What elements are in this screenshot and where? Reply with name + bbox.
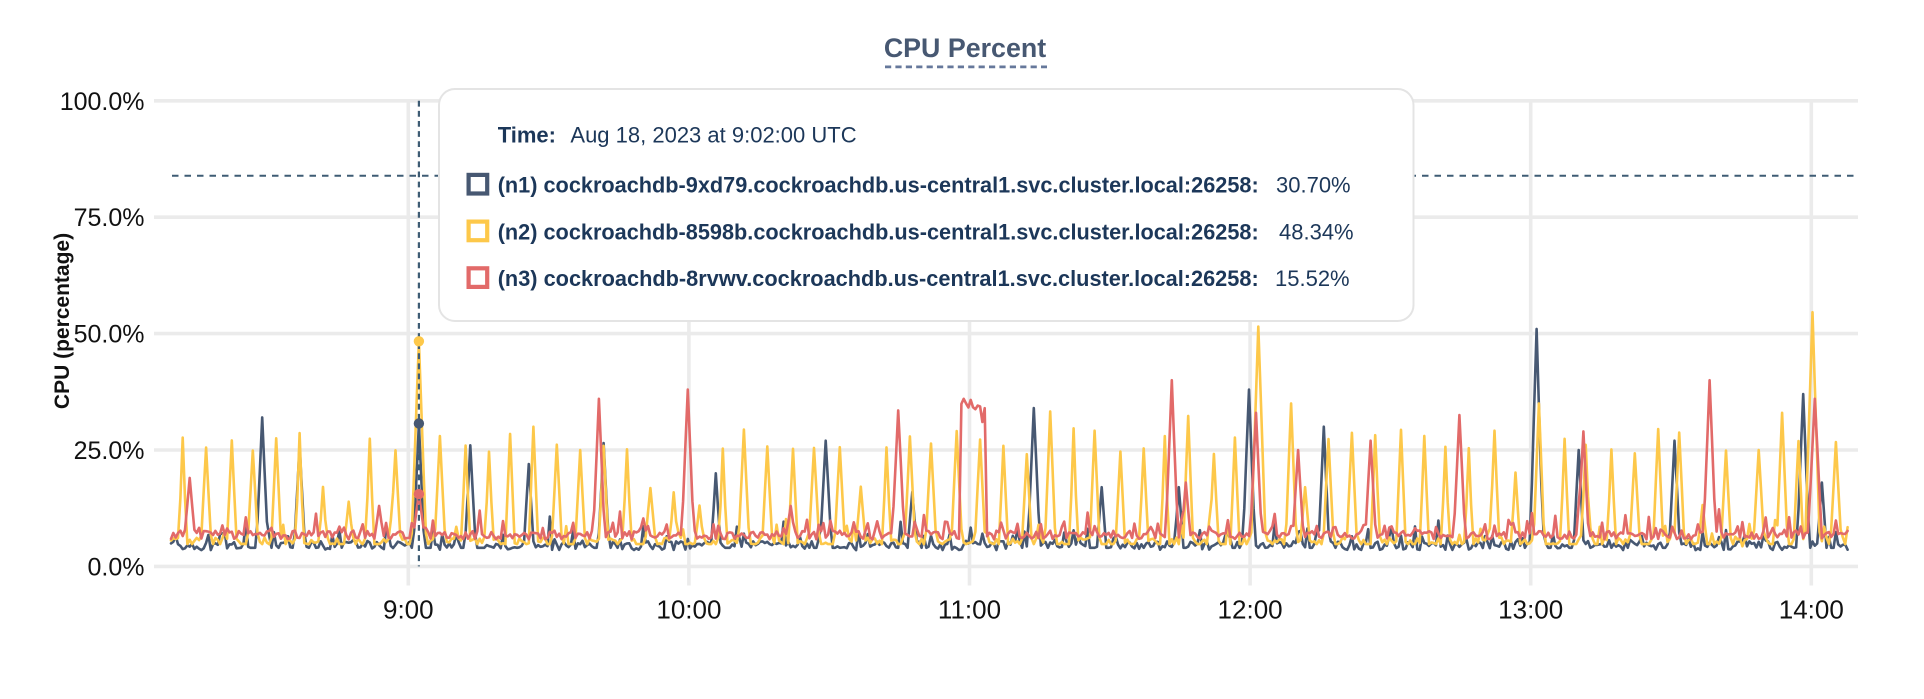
svg-text:48.34%: 48.34% <box>1279 219 1354 244</box>
svg-text:30.70%: 30.70% <box>1276 173 1351 198</box>
svg-text:9:00: 9:00 <box>383 595 434 625</box>
svg-text:15.52%: 15.52% <box>1275 266 1350 291</box>
svg-text:Aug 18, 2023 at 9:02:00 UTC: Aug 18, 2023 at 9:02:00 UTC <box>570 122 856 147</box>
svg-text:(n1) cockroachdb-9xd79.cockroa: (n1) cockroachdb-9xd79.cockroachdb.us-ce… <box>498 173 1259 198</box>
svg-text:10:00: 10:00 <box>656 595 721 625</box>
svg-text:100.0%: 100.0% <box>60 88 145 116</box>
svg-text:0.0%: 0.0% <box>88 553 145 581</box>
svg-text:(n2) cockroachdb-8598b.cockroa: (n2) cockroachdb-8598b.cockroachdb.us-ce… <box>498 219 1259 244</box>
svg-text:11:00: 11:00 <box>938 595 1001 625</box>
svg-text:13:00: 13:00 <box>1498 595 1563 625</box>
svg-text:75.0%: 75.0% <box>74 204 145 232</box>
svg-text:Time:: Time: <box>498 122 556 147</box>
svg-text:50.0%: 50.0% <box>74 321 145 349</box>
svg-text:CPU Percent: CPU Percent <box>884 33 1046 63</box>
svg-text:CPU (percentage): CPU (percentage) <box>51 233 74 409</box>
svg-text:(n3) cockroachdb-8rvwv.cockroa: (n3) cockroachdb-8rvwv.cockroachdb.us-ce… <box>498 266 1259 291</box>
svg-text:12:00: 12:00 <box>1218 595 1283 625</box>
svg-text:14:00: 14:00 <box>1779 595 1844 625</box>
svg-text:25.0%: 25.0% <box>74 437 145 465</box>
